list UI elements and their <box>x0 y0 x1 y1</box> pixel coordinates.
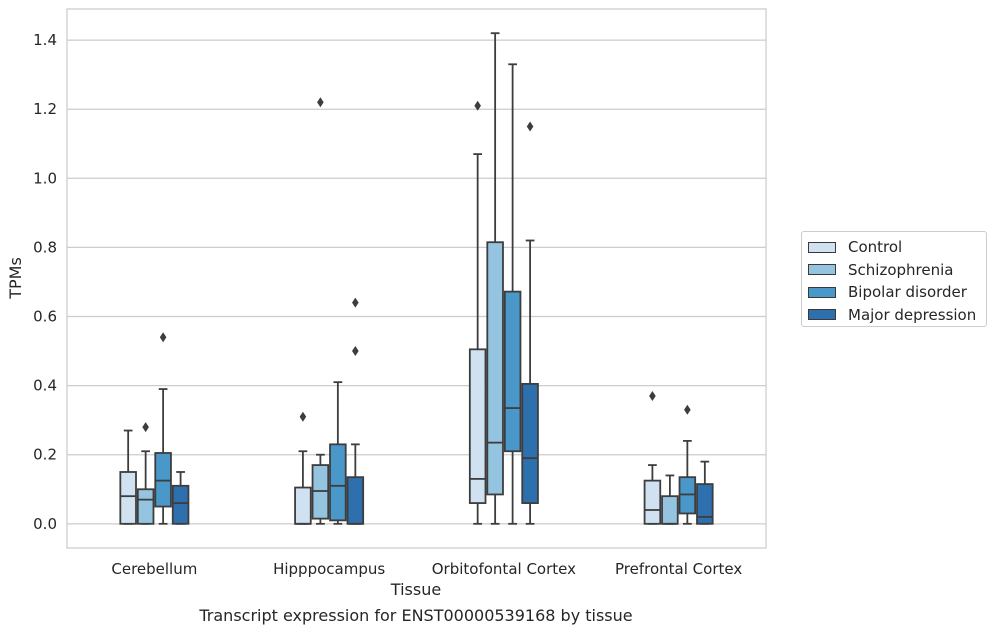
box-3-1 <box>661 474 679 525</box>
box-iqr <box>643 479 662 525</box>
outlier-point <box>649 390 656 401</box>
boxes <box>119 32 714 525</box>
box-iqr <box>486 241 504 496</box>
x-tick-label: Orbitofontal Cortex <box>432 560 576 578</box>
box-0-1 <box>136 422 155 525</box>
y-tick-label: 0.6 <box>33 308 57 326</box>
outlier-point <box>474 100 481 111</box>
y-tick-label: 0.2 <box>33 446 57 464</box>
box-iqr <box>329 443 347 522</box>
legend-swatch <box>808 286 836 298</box>
box-1-2 <box>329 381 347 525</box>
box-iqr <box>136 488 155 525</box>
box-iqr <box>294 486 312 525</box>
box-iqr <box>468 348 487 504</box>
x-tick-label: Prefrontal Cortex <box>615 560 742 578</box>
legend-label: Major depression <box>848 305 977 324</box>
box-1-0 <box>294 411 312 525</box>
legend-item: Control <box>808 236 980 259</box>
box-iqr <box>521 382 539 504</box>
legend-label: Schizophrenia <box>848 260 954 279</box>
box-2-3 <box>521 121 539 525</box>
box-0-0 <box>119 429 137 525</box>
x-tick-labels: Cerebellum Hipppocampus Orbitofontal Corte… <box>111 560 742 578</box>
box-3-0 <box>643 390 662 525</box>
chart-caption: Transcript expression for ENST0000053916… <box>199 606 633 625</box>
x-axis-label: Tissue <box>390 580 441 599</box>
box-2-2 <box>503 63 522 525</box>
outlier-point <box>317 97 324 108</box>
legend: Control Schizophrenia Bipolar disorder Majo… <box>801 231 987 327</box>
legend-swatch <box>808 309 836 321</box>
legend-label: Control <box>848 238 903 257</box>
box-0-2 <box>154 332 172 525</box>
legend-item: Schizophrenia <box>808 259 980 282</box>
legend-item: Bipolar disorder <box>808 281 980 304</box>
legend-swatch <box>808 241 836 253</box>
box-3-2 <box>678 404 697 525</box>
legend-item: Major depression <box>808 304 980 327</box>
y-tick-label: 0.4 <box>33 377 57 395</box>
plot-frame <box>66 8 767 549</box>
legend-label: Bipolar disorder <box>848 283 967 302</box>
outlier-point <box>142 422 149 433</box>
outlier-point <box>684 404 691 415</box>
box-3-3 <box>696 460 714 525</box>
x-tick-label: Hipppocampus <box>273 560 385 578</box>
y-axis-label: TPMs <box>6 257 25 300</box>
box-iqr <box>503 290 522 453</box>
box-0-3 <box>171 471 190 525</box>
outlier-point <box>526 121 534 132</box>
outlier-point <box>159 332 167 343</box>
outlier-point <box>352 346 359 357</box>
box-1-3 <box>346 297 365 525</box>
box-1-1 <box>311 97 330 525</box>
box-2-0 <box>468 100 487 525</box>
box-iqr <box>119 471 137 525</box>
box-iqr <box>171 484 190 525</box>
box-iqr <box>346 476 365 525</box>
y-tick-label: 0.0 <box>33 515 57 533</box>
x-tick-label: Cerebellum <box>111 560 197 578</box>
legend-swatch <box>808 264 836 276</box>
outlier-point <box>299 411 307 422</box>
y-tick-label: 1.4 <box>33 31 57 49</box>
box-2-1 <box>486 32 504 525</box>
y-tick-labels: 0.0 0.2 0.4 0.6 0.8 1.0 1.2 1.4 <box>33 31 57 533</box>
y-tick-label: 1.2 <box>33 100 57 118</box>
y-tick-label: 1.0 <box>33 169 57 187</box>
outlier-point <box>352 297 359 308</box>
y-tick-label: 0.8 <box>33 238 57 256</box>
grid-lines <box>67 39 766 525</box>
box-iqr <box>661 495 679 525</box>
box-iqr <box>696 483 714 525</box>
